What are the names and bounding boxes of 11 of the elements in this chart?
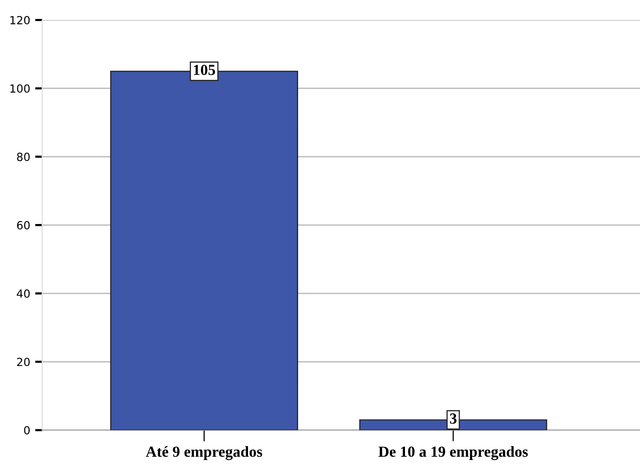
- y-tick-label: 0: [24, 426, 30, 435]
- y-tick-label: 20: [17, 358, 30, 366]
- y-tick-label: 120: [10, 16, 30, 24]
- y-tick-label: 60: [17, 221, 30, 230]
- data-label: 105: [194, 64, 216, 76]
- data-label: 3: [450, 413, 456, 424]
- y-tick-label: 80: [17, 152, 30, 162]
- y-tick-label: 40: [16, 289, 30, 298]
- y-tick-label: 100: [10, 84, 30, 93]
- x-tick-label: De 10 a 19 empregados: [378, 446, 528, 460]
- x-tick-label: Até 9 empregados: [146, 446, 262, 460]
